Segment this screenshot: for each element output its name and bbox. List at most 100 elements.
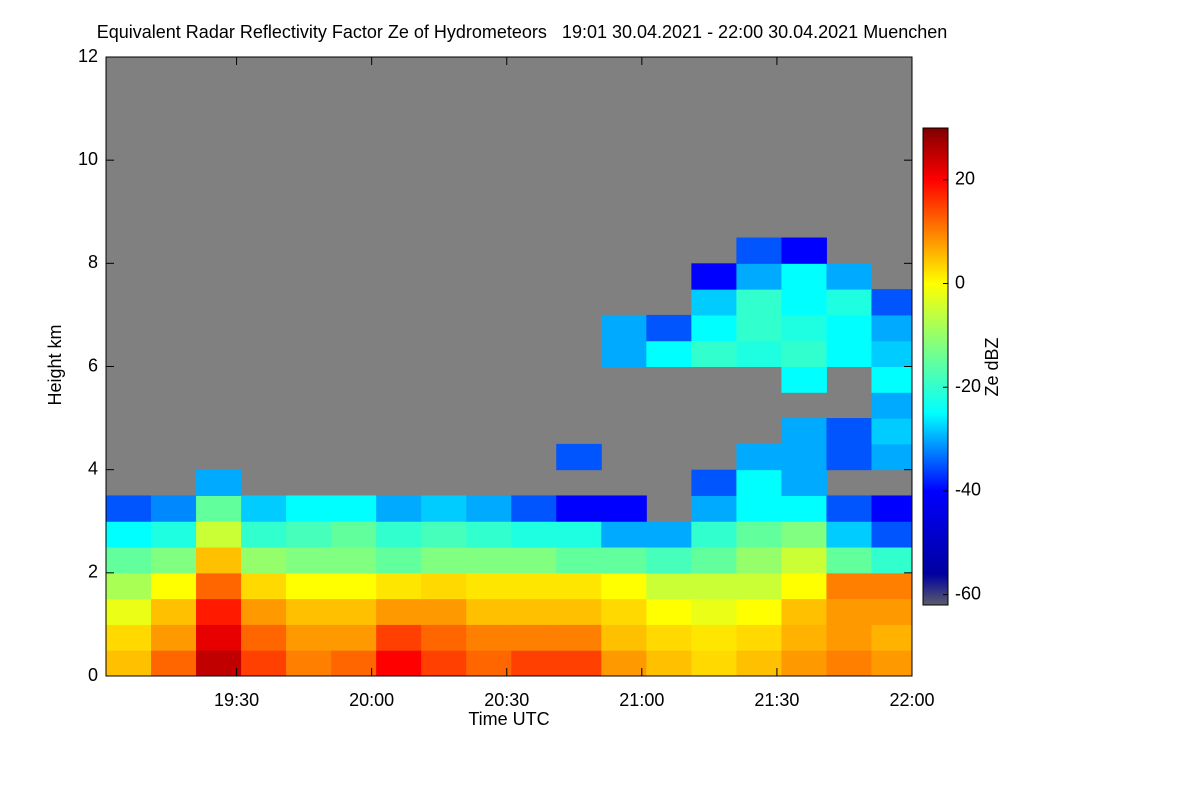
- cell: [196, 650, 242, 677]
- cell: [376, 572, 422, 600]
- cell: [151, 650, 197, 677]
- x-tick-label: 20:00: [349, 690, 394, 710]
- cell: [151, 495, 197, 522]
- cell: [736, 263, 782, 290]
- cell: [736, 237, 782, 264]
- cell: [871, 392, 913, 419]
- cell: [871, 572, 913, 600]
- y-tick-label: 6: [88, 355, 98, 375]
- cell: [466, 650, 512, 677]
- colorbar-tick-label: 20: [955, 169, 975, 189]
- cell: [601, 521, 647, 548]
- cell: [691, 340, 737, 367]
- cell: [826, 572, 872, 600]
- cell: [781, 443, 827, 471]
- cell: [781, 598, 827, 625]
- cell: [601, 650, 647, 677]
- cell: [511, 650, 557, 677]
- cell: [151, 547, 197, 574]
- cell: [871, 598, 913, 625]
- cell: [376, 650, 422, 677]
- cell: [376, 495, 422, 522]
- cell: [241, 572, 287, 600]
- chart-title: Equivalent Radar Reflectivity Factor Ze …: [97, 22, 948, 42]
- cell: [781, 237, 827, 264]
- cell: [646, 314, 692, 342]
- cell: [601, 624, 647, 651]
- cell: [106, 521, 152, 548]
- colorbar-tick-label: -40: [955, 480, 981, 500]
- cell: [826, 650, 872, 677]
- cell: [601, 314, 647, 342]
- cell: [196, 598, 242, 625]
- cell: [871, 495, 913, 522]
- x-axis-label: Time UTC: [468, 709, 549, 729]
- cell: [331, 495, 377, 522]
- cell: [466, 598, 512, 625]
- cell: [376, 598, 422, 625]
- cell: [421, 598, 467, 625]
- cell: [196, 521, 242, 548]
- cell: [241, 495, 287, 522]
- cell: [241, 598, 287, 625]
- cell: [331, 521, 377, 548]
- cell: [691, 598, 737, 625]
- cell: [466, 521, 512, 548]
- cell: [466, 572, 512, 600]
- cell: [736, 314, 782, 342]
- cell: [736, 443, 782, 471]
- cell: [826, 314, 872, 342]
- cell: [241, 547, 287, 574]
- cell: [736, 624, 782, 651]
- cell: [466, 624, 512, 651]
- cell: [601, 572, 647, 600]
- cell: [826, 495, 872, 522]
- cell: [691, 314, 737, 342]
- cell: [736, 547, 782, 574]
- colorbar-tick-label: 0: [955, 272, 965, 292]
- cell: [556, 547, 602, 574]
- cell: [871, 314, 913, 342]
- cell: [871, 547, 913, 574]
- cell: [241, 521, 287, 548]
- cell: [736, 495, 782, 522]
- cell: [556, 521, 602, 548]
- cell: [556, 572, 602, 600]
- cell: [601, 340, 647, 367]
- cell: [511, 624, 557, 651]
- cell: [331, 572, 377, 600]
- cell: [196, 624, 242, 651]
- cell: [781, 263, 827, 290]
- colorbar-tick-label: -20: [955, 376, 981, 396]
- cell: [286, 572, 332, 600]
- cell: [331, 547, 377, 574]
- cell: [106, 547, 152, 574]
- x-tick-label: 19:30: [214, 690, 259, 710]
- cell: [151, 521, 197, 548]
- cell: [781, 469, 827, 496]
- cell: [781, 624, 827, 651]
- colorbar-label: Ze dBZ: [982, 337, 1002, 396]
- cell: [151, 598, 197, 625]
- cell: [736, 572, 782, 600]
- cell: [736, 650, 782, 677]
- cell: [826, 418, 872, 445]
- cell: [196, 547, 242, 574]
- cell: [871, 340, 913, 367]
- cell: [601, 598, 647, 625]
- cell: [511, 521, 557, 548]
- cell: [286, 650, 332, 677]
- cell: [781, 650, 827, 677]
- cell: [871, 650, 913, 677]
- cell: [826, 289, 872, 316]
- cell: [646, 624, 692, 651]
- cell: [151, 624, 197, 651]
- colorbar: [922, 127, 949, 606]
- cell: [421, 572, 467, 600]
- y-tick-label: 0: [88, 665, 98, 685]
- cell: [556, 598, 602, 625]
- cell: [781, 521, 827, 548]
- cell: [556, 443, 602, 471]
- cell: [871, 366, 913, 393]
